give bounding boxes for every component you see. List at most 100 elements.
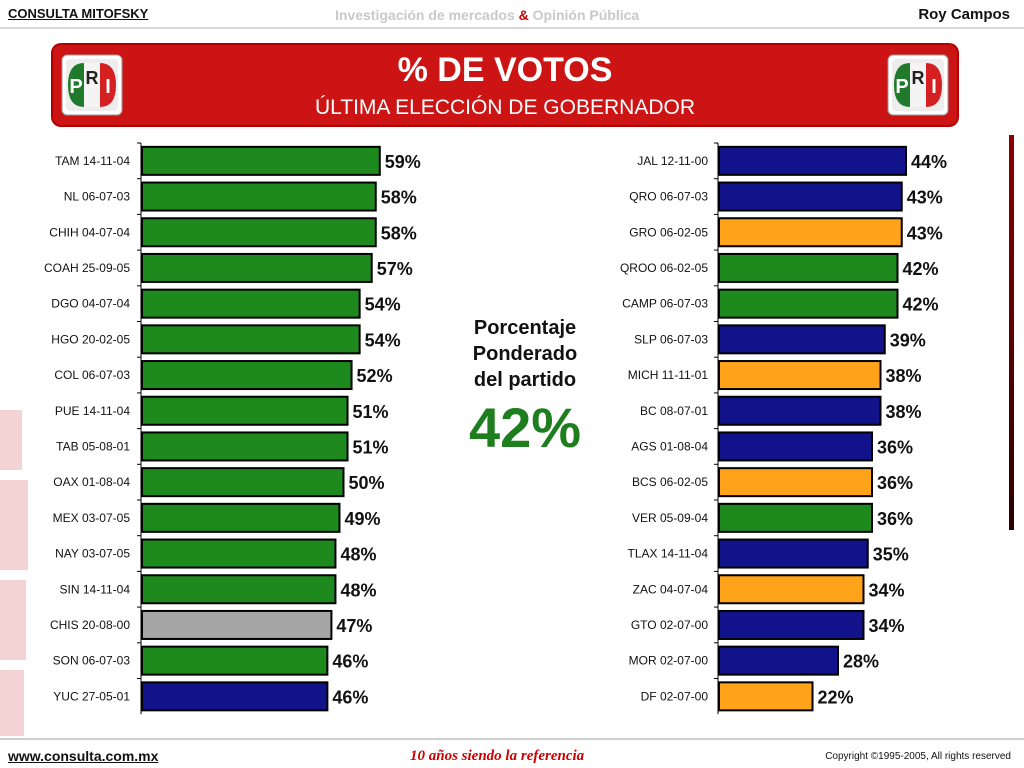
bar [718,288,899,319]
bar [718,609,865,640]
bar [141,538,337,569]
value-label: 46% [332,652,368,672]
value-label: 57% [377,259,413,279]
value-label: 42% [903,259,939,279]
value-label: 36% [877,473,913,493]
value-label: 43% [907,188,943,208]
bar [718,574,865,605]
bar [141,609,333,640]
weighted-label-line3: del partido [473,369,577,391]
value-label: 43% [907,223,943,243]
footer-divider [0,738,1024,740]
bar [718,431,873,462]
value-label: 39% [890,330,926,350]
logo-green-segment [68,63,84,107]
tagline-part1: Investigación de mercados [335,7,515,23]
brand-name: CONSULTA MITOFSKY [8,6,149,21]
category-label: COL 06-07-03 [54,368,130,382]
footer-url-link[interactable]: www.consulta.com.mx [8,748,159,764]
banner-title: % DE VOTOS [397,51,613,89]
top-bar: CONSULTA MITOFSKY Investigación de merca… [0,0,1024,30]
bar [141,681,329,712]
bar [718,395,882,426]
header-tagline: Investigación de mercados & Opinión Públ… [335,7,639,23]
category-label: QROO 06-02-05 [620,261,708,275]
category-label: CHIS 20-08-00 [50,618,130,632]
bar [718,502,873,533]
value-label: 50% [349,473,385,493]
value-label: 58% [381,223,417,243]
value-label: 47% [336,616,372,636]
value-label: 34% [869,616,905,636]
logo-letter-p: P [69,76,82,98]
bar [718,252,899,283]
bar [141,181,377,212]
category-label: SLP 06-07-03 [634,332,708,346]
bar [141,467,345,498]
category-label: NAY 03-07-05 [55,547,130,561]
value-label: 52% [357,366,393,386]
category-label: TAM 14-11-04 [55,154,130,168]
bar [718,538,869,569]
banner-subtitle: ÚLTIMA ELECCIÓN DE GOBERNADOR [314,96,695,119]
category-label: DGO 04-07-04 [51,297,130,311]
category-label: VER 05-09-04 [632,511,708,525]
footer-slogan: 10 años siendo la referencia [410,748,585,764]
bar [718,181,903,212]
value-label: 46% [332,687,368,707]
value-label: 36% [877,509,913,529]
bar [141,324,361,355]
logo-letter-i: I [105,76,111,98]
bar [141,217,377,248]
category-label: BC 08-07-01 [640,404,708,418]
logo-letter-p: P [895,76,908,98]
right-accent-bar [1009,135,1014,530]
category-label: NL 06-07-03 [64,190,131,204]
category-label: HGO 20-02-05 [51,332,130,346]
author-name: Roy Campos [918,6,1010,23]
category-label: GRO 06-02-05 [629,225,708,239]
logo-letter-i: I [931,76,937,98]
value-label: 35% [873,545,909,565]
category-label: OAX 01-08-04 [53,475,130,489]
value-label: 51% [353,402,389,422]
tagline-amp: & [518,7,529,23]
bar [141,360,353,391]
bar [141,252,373,283]
category-label: TAB 05-08-01 [56,439,130,453]
value-label: 38% [886,402,922,422]
footer-copyright: Copyright ©1995-2005, All rights reserve… [825,751,1011,762]
category-label: PUE 14-11-04 [55,404,130,418]
title-banner: P R I % DE VOTOS ÚLTIMA ELECCIÓN DE GOBE… [53,45,957,125]
value-label: 49% [344,509,380,529]
value-label: 38% [886,366,922,386]
bar [718,145,907,176]
bar [718,645,839,676]
category-label: MOR 02-07-00 [629,654,709,668]
logo-red-segment [100,63,116,107]
value-label: 22% [818,687,854,707]
bar [141,145,381,176]
pri-logo-right-icon: P R I [887,54,949,116]
category-label: YUC 27-05-01 [53,689,130,703]
category-label: ZAC 04-07-04 [633,582,709,596]
weighted-percentage-value: 42% [468,396,582,459]
category-label: SON 06-07-03 [53,654,131,668]
value-label: 48% [340,580,376,600]
category-label: CHIH 04-07-04 [49,225,130,239]
value-label: 48% [340,545,376,565]
category-label: COAH 25-09-05 [44,261,130,275]
bar [718,324,886,355]
pri-logo-left-icon: P R I [61,54,123,116]
value-label: 59% [385,152,421,172]
bar [718,681,814,712]
logo-red-segment [926,63,942,107]
bar [718,360,882,391]
value-label: 42% [903,295,939,315]
category-label: MEX 03-07-05 [53,511,131,525]
bar [141,395,349,426]
bar [141,574,337,605]
value-label: 54% [365,330,401,350]
value-label: 36% [877,437,913,457]
